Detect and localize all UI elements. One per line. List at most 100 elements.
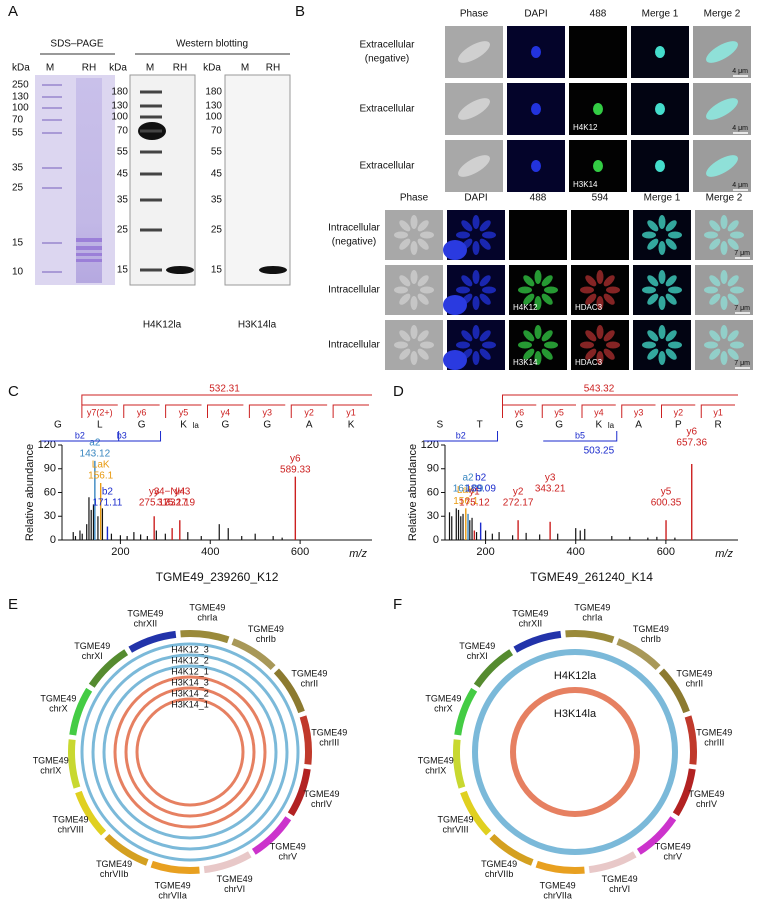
chromosome-arc [454,687,478,736]
parasite [596,325,604,339]
parasite [399,348,411,360]
track-label: H4K12la [554,670,597,682]
genome-label: TGME49 [270,842,306,852]
y-tick-label: 90 [44,463,56,475]
chromosome-arc [636,816,677,855]
y-tick-label: 120 [38,439,56,451]
lane-label: M [241,63,249,74]
parasite [580,341,594,349]
parasite [399,330,411,342]
parasite [704,231,718,239]
column-header: DAPI [524,9,547,20]
track-label: H4K12_3 [171,644,209,654]
y-ion-bracket [207,404,244,418]
y-ion-bracket [581,404,616,418]
row-label: Intracellular [328,340,380,351]
marker-band [42,107,62,109]
residue: G [222,420,230,431]
chromosome-label: chrIV [311,799,332,809]
peak-ion: y1 [469,487,480,498]
lane-label: M [146,63,154,74]
chromosome-arc [460,790,492,836]
marker-label: 10 [12,267,24,278]
x-tick-label: 400 [201,546,219,558]
y-tick-label: 90 [427,463,439,475]
parasite [709,348,721,360]
y-ion-bracket [700,404,735,418]
nucleus [593,160,603,172]
chromosome-arc [287,768,311,817]
parasite [534,325,542,339]
genome-label: TGME49 [574,602,610,612]
y-ion: y6 [515,407,525,417]
signal-track [472,649,678,855]
parasite [647,293,659,305]
genome-label: TGME49 [655,842,691,852]
chromosome-label: chrVIII [443,824,469,834]
parasite [709,238,721,250]
parasite [668,341,682,349]
parasite [482,341,496,349]
marker-label: 55 [117,147,129,158]
column-header: 594 [592,193,609,204]
peak-ion: y4 [175,487,186,498]
parasite [706,98,738,120]
chromosome-arc [150,860,200,874]
parasite [585,330,597,342]
marker-band [42,242,62,244]
parasite [461,330,473,342]
peak-mz: 275.17 [139,498,170,509]
genome-label: TGME49 [127,609,163,619]
chromosome-label: chrX [49,704,68,714]
parasite [647,275,659,287]
parasite [647,220,659,232]
genome-label: TGME49 [311,727,347,737]
genome-label: TGME49 [53,814,89,824]
chromosome-arc [473,649,514,688]
marker-band [42,132,62,134]
chromosome-label: chrXII [134,619,158,629]
parasite [417,238,429,250]
chromosome-arc [489,833,534,866]
marker-band [42,119,62,121]
chromosome-arc [203,851,252,874]
parasite [585,293,597,305]
parasite [479,275,491,287]
peak-mz: 156.1 [453,496,478,507]
scale-label: 4 μm [732,182,748,189]
column-header: Merge 2 [704,9,741,20]
y-ion: y5 [554,407,564,417]
marker-label: 25 [117,225,129,236]
parasite [534,296,542,310]
modification: la [193,421,200,430]
residue: P [675,420,682,431]
chromosome-arc [88,649,129,688]
chromosome-label: chrXI [467,651,488,661]
nucleus [531,46,541,58]
chromosome-arc [104,833,149,866]
chromosome-label: chrIX [425,765,446,775]
marker-label: 25 [211,225,223,236]
blot-band [166,266,194,274]
parasite [420,286,434,294]
parasite [410,270,418,284]
y-tick-label: 0 [50,534,56,546]
peak-mz: 332.19 [164,498,195,509]
y-ion: y7(2+) [87,407,113,417]
signal-track [113,675,267,829]
parasite [706,41,738,63]
marker-band [140,150,162,154]
parasite [727,238,739,250]
parasite [603,293,615,305]
marker-band [140,129,162,133]
y-tick-label: 30 [427,510,439,522]
y-tick-label: 60 [427,486,439,498]
parasite [458,155,490,177]
parasite [523,348,535,360]
y-ion: y1 [713,407,723,417]
marker-label: 100 [205,112,222,123]
signal-track [510,687,640,817]
y-ion: y2 [674,407,684,417]
parasite [458,41,490,63]
marker-band [140,228,162,232]
